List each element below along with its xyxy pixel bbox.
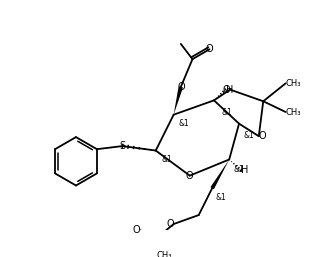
Text: &1: &1 xyxy=(221,107,232,116)
Text: CH₃: CH₃ xyxy=(286,107,301,116)
Polygon shape xyxy=(174,86,183,115)
Text: O: O xyxy=(166,219,174,229)
Text: &1: &1 xyxy=(234,165,244,174)
Text: O: O xyxy=(259,131,266,141)
Text: &1: &1 xyxy=(216,193,226,202)
Text: &1: &1 xyxy=(178,119,189,128)
Text: &1: &1 xyxy=(162,155,173,164)
Text: O: O xyxy=(133,225,141,235)
Text: S: S xyxy=(120,141,126,151)
Text: CH₃: CH₃ xyxy=(286,79,301,88)
Text: CH₃: CH₃ xyxy=(157,251,172,257)
Text: O: O xyxy=(223,85,230,95)
Text: H: H xyxy=(241,165,248,175)
Text: O: O xyxy=(177,82,185,92)
Text: H: H xyxy=(226,85,233,95)
Text: &1: &1 xyxy=(244,131,254,140)
Text: O: O xyxy=(206,44,213,54)
Text: O: O xyxy=(186,171,194,181)
Polygon shape xyxy=(211,160,229,189)
